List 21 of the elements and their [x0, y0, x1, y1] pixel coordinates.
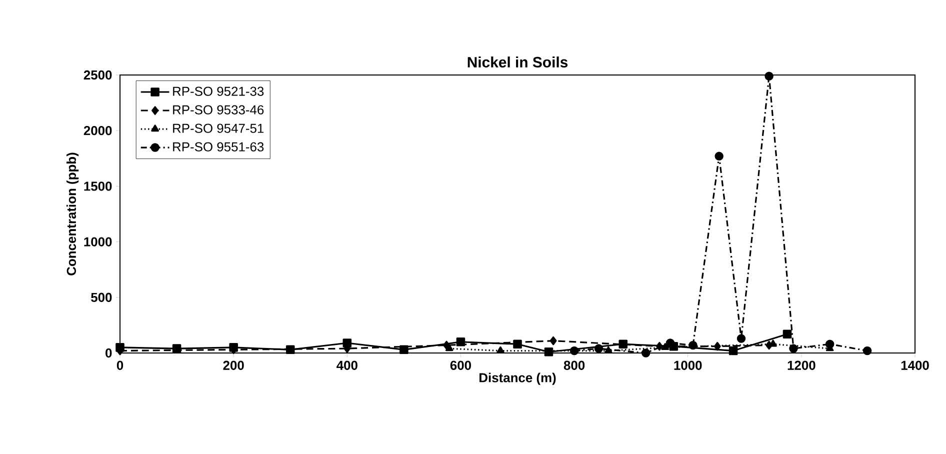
x-tick-label: 1400	[901, 360, 929, 370]
x-axis-title: Distance (m)	[480, 372, 556, 385]
x-tick-label: 400	[336, 360, 358, 370]
y-tick-label: 500	[91, 292, 112, 302]
legend-label: RP-SO 9533-46	[173, 105, 264, 114]
y-tick-label: 0	[106, 348, 112, 358]
y-tick-label: 1500	[84, 182, 112, 191]
legend-label: RP-SO 9521-33	[173, 86, 264, 96]
y-tick-label: 2500	[84, 70, 112, 80]
y-tick-label: 1000	[84, 237, 112, 246]
legend-label: RP-SO 9551-63	[173, 142, 264, 152]
y-tick-label: 2000	[84, 126, 112, 136]
x-tick-label: 200	[223, 360, 244, 370]
y-axis-title: Concentration (ppb)	[66, 152, 79, 276]
x-tick-label: 1000	[674, 360, 702, 370]
x-tick-label: 600	[450, 360, 471, 370]
legend-label: RP-SO 9547-51	[173, 124, 264, 133]
x-tick-label: 1200	[788, 360, 816, 370]
x-tick-label: 800	[564, 360, 585, 370]
chart-title: Nickel in Soils	[468, 56, 568, 68]
x-tick-label: 0	[116, 360, 124, 370]
